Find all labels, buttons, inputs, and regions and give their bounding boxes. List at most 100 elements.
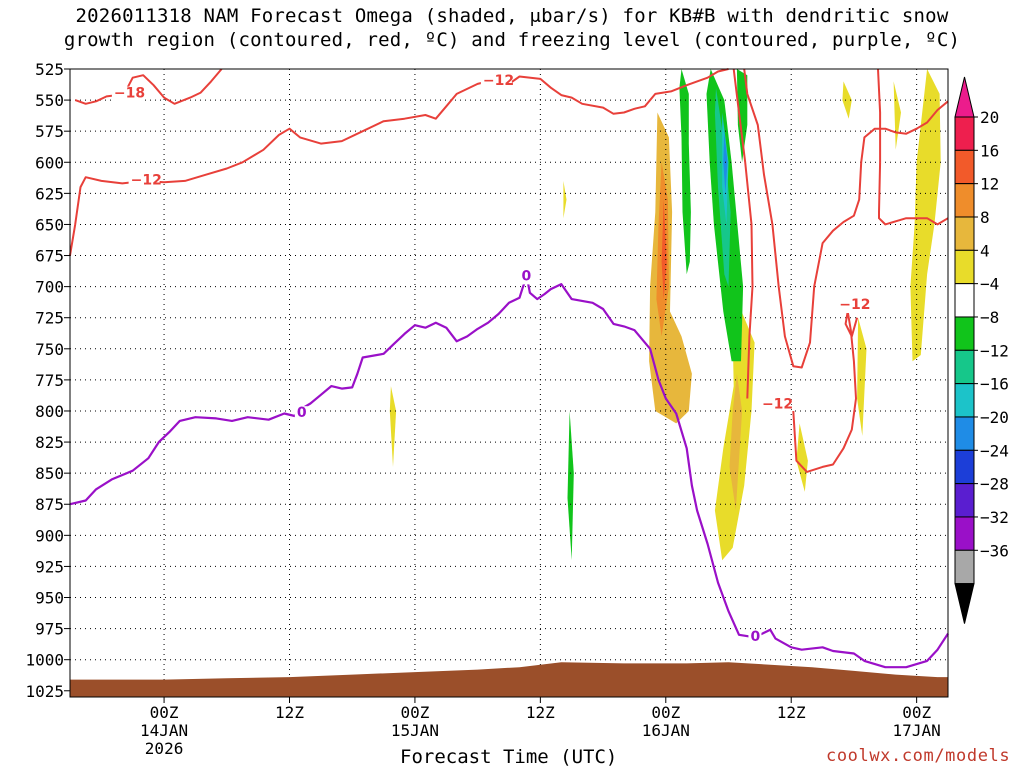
colorbar-swatch (954, 216, 975, 251)
dgz-contour-line (74, 68, 223, 105)
x-axis-label: Forecast Time (UTC) (400, 746, 618, 768)
dgz-contour-label-bg (111, 86, 143, 102)
colorbar-label: −28 (980, 475, 1009, 494)
colorbar-swatch (954, 116, 975, 151)
terrain-fill (70, 662, 948, 697)
freezing-level-label-bg (294, 406, 308, 422)
freezing-level-label: 0 (750, 629, 760, 645)
x-tick-label: 12Z (526, 703, 555, 722)
y-tick-label: 925 (35, 557, 64, 576)
y-tick-label: 725 (35, 309, 64, 328)
colorbar-label: −32 (980, 508, 1009, 527)
omega-region (679, 69, 691, 275)
dgz-contour-label: −12 (131, 173, 162, 189)
y-tick-label: 900 (35, 526, 64, 545)
colorbar-swatch (954, 183, 975, 218)
y-tick-label: 575 (35, 122, 64, 141)
dgz-contour-label: −12 (762, 396, 793, 412)
omega-region (567, 411, 574, 561)
omega-region (910, 69, 941, 362)
omega-region (672, 336, 682, 399)
dgz-contour-line (877, 68, 949, 226)
dgz-contour-line (792, 310, 859, 473)
colorbar-label: −12 (980, 341, 1009, 360)
x-tick-label: 00Z (902, 703, 931, 722)
dgz-contour-label: −12 (483, 73, 514, 89)
x-tick-date: 17JAN (893, 721, 941, 740)
y-tick-label: 800 (35, 402, 64, 421)
dgz-contour-line (732, 68, 754, 399)
x-tick-label: 12Z (275, 703, 304, 722)
x-tick-year: 2026 (145, 739, 184, 758)
y-tick-label: 875 (35, 495, 64, 514)
colorbar-label: −8 (980, 308, 999, 327)
y-tick-label: 625 (35, 184, 64, 203)
freezing-level-label: 0 (297, 405, 307, 421)
colorbar-label: 4 (980, 241, 990, 260)
contour-label-layer: −18 −12 −12 −12 −12 0 0 0 (111, 73, 871, 646)
colorbar-label: 20 (980, 108, 999, 127)
dgz-contour-label-bg (480, 74, 512, 90)
colorbar-swatch (954, 149, 975, 185)
freezing-level-label-bg (748, 630, 762, 646)
omega-region (796, 423, 808, 492)
y-tick-label: 975 (35, 620, 64, 639)
colorbar-label: −16 (980, 375, 1009, 394)
y-tick-label: 550 (35, 91, 64, 110)
contour-layer (69, 68, 949, 669)
colorbar-swatch (954, 249, 975, 285)
dgz-contour-label-bg (837, 298, 869, 314)
dgz-contour-label: −18 (114, 86, 145, 102)
freezing-level-label: 0 (522, 268, 532, 284)
y-tick-label: 850 (35, 464, 64, 483)
y-tick-label: 1025 (25, 682, 64, 701)
colorbar-label: −4 (980, 275, 999, 294)
omega-region (535, 305, 541, 387)
omega-shading-layer (315, 69, 941, 617)
x-tick-date: 14JAN (140, 721, 188, 740)
colorbar-swatch (954, 483, 975, 518)
freezing-level-label-bg (519, 269, 533, 285)
y-tick-label: 775 (35, 371, 64, 390)
omega-region (563, 180, 567, 219)
colorbar-label: −36 (980, 541, 1009, 560)
y-tick-label: 600 (35, 153, 64, 172)
x-tick-label: 00Z (150, 703, 179, 722)
plot-frame (69, 68, 949, 698)
colorbar-swatch (954, 349, 975, 385)
terrain-layer (70, 662, 948, 697)
y-tick-label: 825 (35, 433, 64, 452)
colorbar-label: −20 (980, 408, 1009, 427)
x-tick-date: 15JAN (391, 721, 439, 740)
y-tick-label: 950 (35, 589, 64, 608)
colorbar-swatch (954, 416, 975, 451)
colorbar-swatch (954, 283, 975, 318)
colorbar-over-arrow (954, 76, 975, 118)
y-tick-label: 675 (35, 247, 64, 266)
omega-region (842, 81, 852, 119)
x-tick-label: 00Z (651, 703, 680, 722)
colorbar-swatch (954, 516, 975, 551)
colorbar-label: 12 (980, 175, 999, 194)
dgz-contour-line (743, 68, 949, 369)
colorbar-swatch (954, 316, 975, 351)
freezing-level-line (69, 275, 949, 669)
axes-layer: 525 550 575 600 625 650 675 700 725 750 775 800 825 8… (25, 60, 940, 758)
omega-region (857, 317, 867, 436)
colorbar-swatch (954, 449, 975, 485)
plot-background (70, 69, 948, 697)
credit-link[interactable]: coolwx.com/models (826, 746, 1011, 766)
x-tick-label: 00Z (400, 703, 429, 722)
y-tick-label: 750 (35, 340, 64, 359)
x-tick-date: 16JAN (642, 721, 690, 740)
dgz-contour-line (69, 68, 729, 256)
x-tick-label: 12Z (777, 703, 806, 722)
dgz-contour-label-bg (128, 173, 160, 189)
y-tick-label: 1000 (25, 651, 64, 670)
colorbar-label: 16 (980, 141, 999, 160)
colorbar-label: 8 (980, 208, 990, 227)
colorbar: 20 16 12 8 4 −4 −8 −12 −16 −20 −24 −28 −32 −36 (954, 76, 1009, 624)
omega-region (649, 112, 692, 424)
colorbar-label: −24 (980, 441, 1009, 460)
